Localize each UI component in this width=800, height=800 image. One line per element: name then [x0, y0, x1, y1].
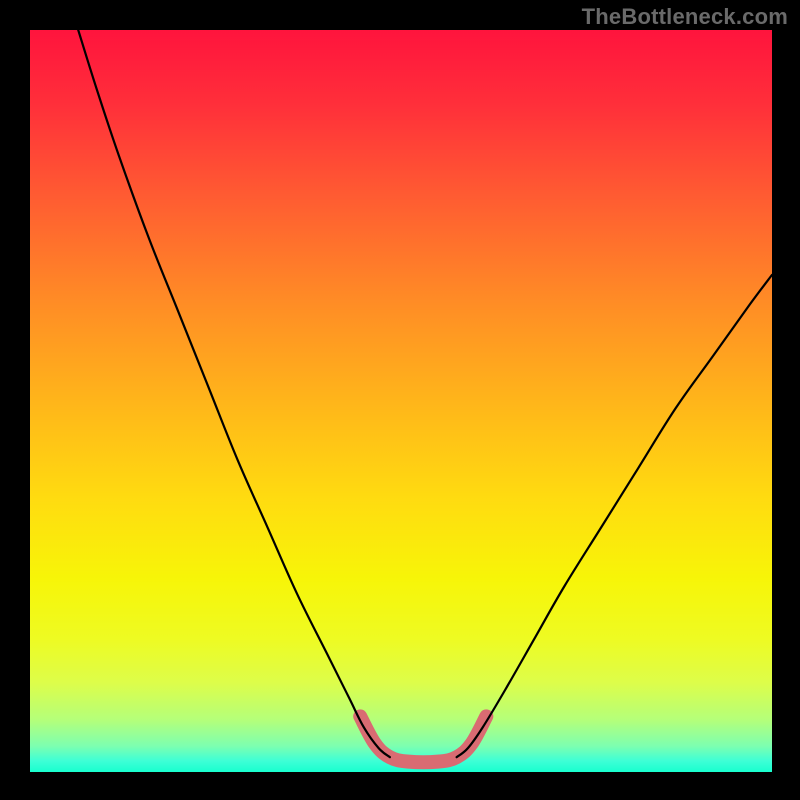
curve-left-branch: [78, 30, 390, 757]
highlight-band: [360, 716, 486, 762]
plot-area: [30, 30, 772, 772]
watermark-text: TheBottleneck.com: [582, 4, 788, 30]
curve-layer: [30, 30, 772, 772]
curve-right-branch: [457, 275, 772, 757]
chart-container: TheBottleneck.com: [0, 0, 800, 800]
